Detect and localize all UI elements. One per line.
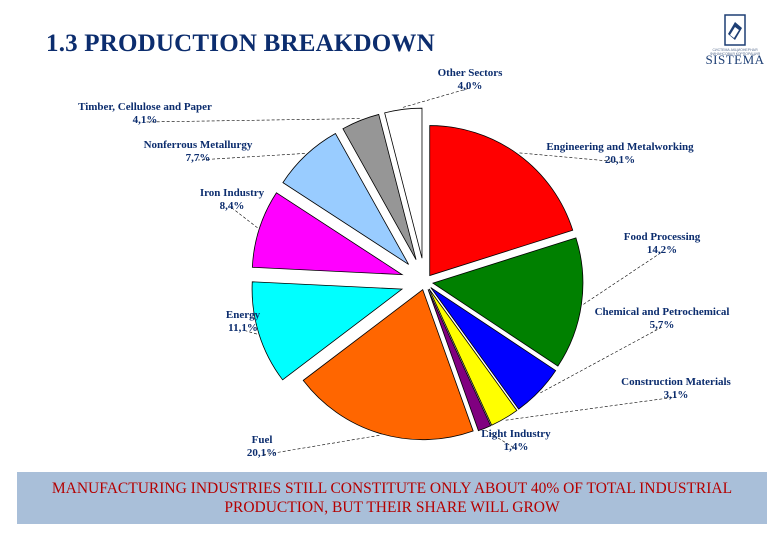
pie-slice-fuel <box>302 289 474 441</box>
page-title: 1.3 PRODUCTION BREAKDOWN <box>46 30 435 57</box>
leader-line <box>519 152 621 163</box>
pie-slice-energy <box>251 281 404 381</box>
leader-line <box>261 435 380 456</box>
leader-line <box>231 207 258 229</box>
slice-value-label: 14,2% <box>647 244 677 256</box>
pie-slice-construction-materials <box>428 288 518 426</box>
leader-line <box>242 329 257 335</box>
pie-slice-light-industry <box>427 289 492 432</box>
leader-line <box>485 429 517 450</box>
slice-label: Chemical and Petrochemical <box>595 306 730 318</box>
slice-label: Energy <box>226 309 261 321</box>
slice-value-label: 11,1% <box>228 322 258 334</box>
sistema-logo-icon <box>724 14 746 46</box>
leader-line <box>144 118 360 123</box>
logo-name: SISTEMA <box>705 52 765 67</box>
leader-line <box>540 326 663 394</box>
logo-subtitle: СИСТЕМА АКЦИОНЕРНАЯ ФИНАНСОВАЯ КОРПОРАЦИ… <box>709 48 761 56</box>
slice-value-label: 8,4% <box>220 200 245 212</box>
summary-banner: MANUFACTURING INDUSTRIES STILL CONSTITUT… <box>17 472 767 524</box>
slice-label: Engineering and Metalworking <box>546 141 694 153</box>
pie-slice-iron-industry <box>251 192 404 276</box>
slice-label: Timber, Cellulose and Paper <box>78 101 212 113</box>
leader-line <box>505 396 677 421</box>
slice-label: Nonferrous Metallurgy <box>144 139 253 151</box>
slice-value-label: 5,7% <box>650 319 675 331</box>
slice-value-label: 4,1% <box>133 114 158 126</box>
slice-label: Iron Industry <box>200 187 265 199</box>
slice-value-label: 3,1% <box>664 389 689 401</box>
pie-slice-chemical-and-petrochemical <box>430 287 557 410</box>
leader-line <box>583 251 663 305</box>
slice-value-label: 7,7% <box>186 152 211 164</box>
slice-label: Light Industry <box>481 428 551 440</box>
company-logo: СИСТЕМА АКЦИОНЕРНАЯ ФИНАНСОВАЯ КОРПОРАЦИ… <box>700 14 770 67</box>
leader-line <box>197 153 305 161</box>
slice-value-label: 20,1% <box>605 154 635 166</box>
pie-slice-engineering-and-metalworking <box>429 125 574 277</box>
slice-label: Other Sectors <box>438 67 504 79</box>
pie-slice-nonferrous-metallurgy <box>282 132 409 265</box>
slice-label: Fuel <box>252 434 273 446</box>
slice-value-label: 20,1% <box>247 447 277 459</box>
leader-line <box>402 87 471 108</box>
slice-value-label: 4,0% <box>458 80 483 92</box>
slice-label: Construction Materials <box>621 376 731 388</box>
summary-text: MANUFACTURING INDUSTRIES STILL CONSTITUT… <box>51 480 733 516</box>
slice-label: Food Processing <box>624 231 701 243</box>
pie-slice-other-sectors <box>384 107 423 259</box>
pie-slice-food-processing <box>432 237 584 367</box>
slice-value-label: 1,4% <box>504 441 529 453</box>
pie-slice-timber-cellulose-and-paper <box>342 113 417 260</box>
